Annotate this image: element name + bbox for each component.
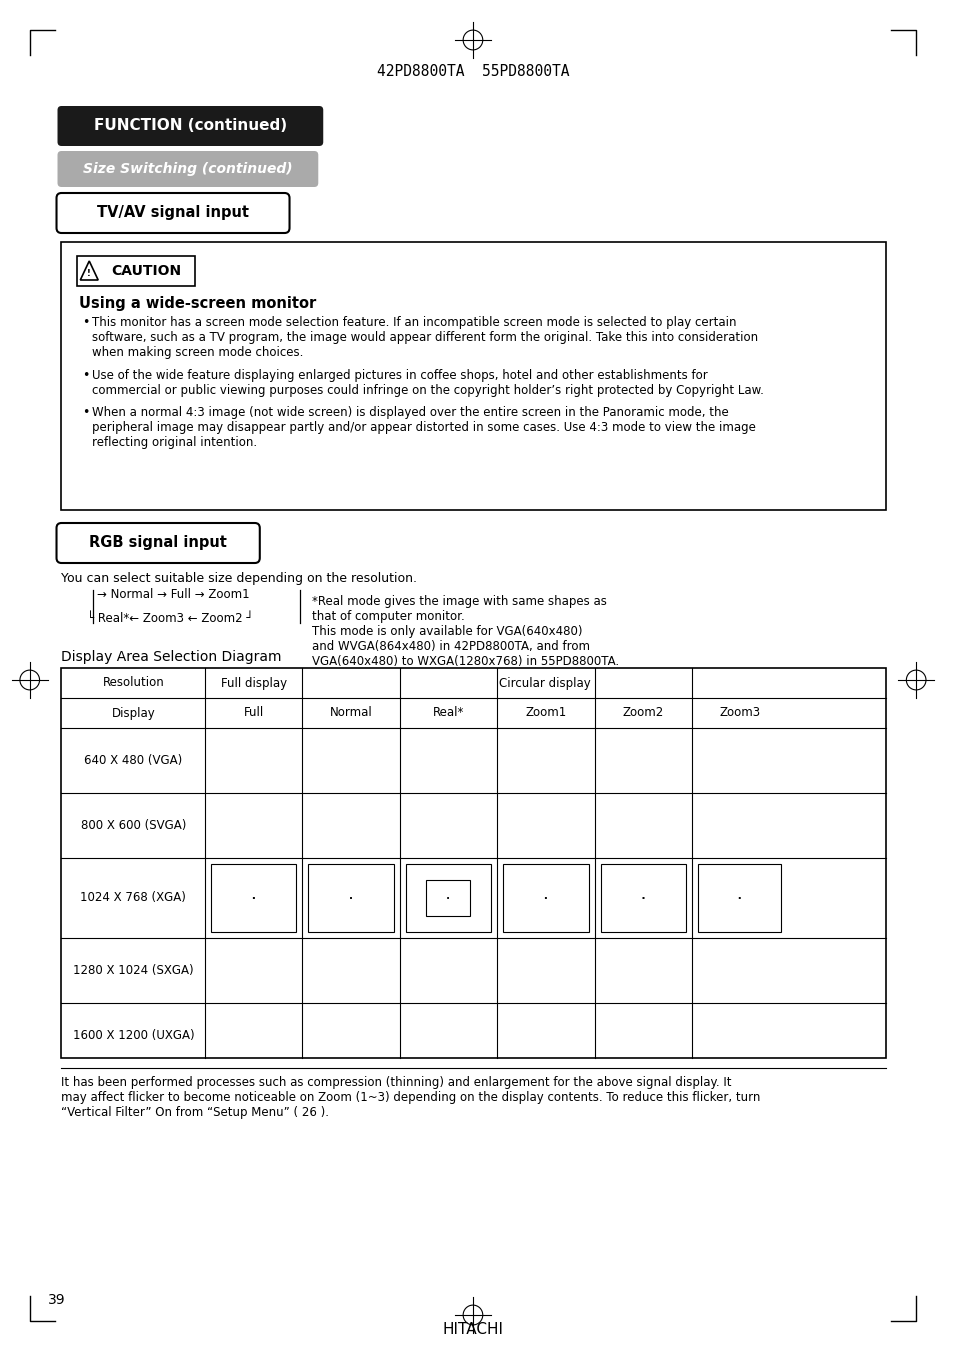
- Text: HITACHI: HITACHI: [442, 1323, 503, 1337]
- Text: Zoom3: Zoom3: [719, 707, 760, 720]
- FancyBboxPatch shape: [57, 151, 318, 186]
- Text: Display Area Selection Diagram: Display Area Selection Diagram: [61, 650, 282, 663]
- Text: 1600 X 1200 (UXGA): 1600 X 1200 (UXGA): [72, 1029, 194, 1042]
- Text: Use of the wide feature displaying enlarged pictures in coffee shops, hotel and : Use of the wide feature displaying enlar…: [92, 369, 763, 397]
- Bar: [600, 865, 685, 932]
- Text: 42PD8800TA  55PD8800TA: 42PD8800TA 55PD8800TA: [376, 65, 569, 80]
- Text: 640 X 480 (VGA): 640 X 480 (VGA): [84, 754, 182, 767]
- Text: Display: Display: [112, 707, 155, 720]
- Text: Size Switching (continued): Size Switching (continued): [83, 162, 293, 176]
- FancyBboxPatch shape: [56, 193, 289, 232]
- Bar: [61, 667, 885, 1058]
- Text: Full display: Full display: [220, 677, 287, 689]
- FancyBboxPatch shape: [56, 523, 259, 563]
- Text: 800 X 600 (SVGA): 800 X 600 (SVGA): [81, 819, 186, 832]
- Text: Full: Full: [243, 707, 264, 720]
- Text: •: •: [82, 369, 90, 382]
- Text: This monitor has a screen mode selection feature. If an incompatible screen mode: This monitor has a screen mode selection…: [92, 316, 758, 359]
- Text: Zoom2: Zoom2: [622, 707, 663, 720]
- Text: •: •: [82, 316, 90, 330]
- FancyBboxPatch shape: [77, 255, 195, 286]
- Text: FUNCTION (continued): FUNCTION (continued): [93, 119, 287, 134]
- FancyBboxPatch shape: [57, 105, 323, 146]
- Text: !: !: [88, 269, 91, 278]
- Text: •: •: [82, 407, 90, 419]
- Text: Using a wide-screen monitor: Using a wide-screen monitor: [79, 296, 316, 311]
- Text: → Normal → Full → Zoom1: → Normal → Full → Zoom1: [97, 589, 250, 601]
- Text: 1024 X 768 (XGA): 1024 X 768 (XGA): [80, 892, 186, 905]
- Text: It has been performed processes such as compression (thinning) and enlargement f: It has been performed processes such as …: [61, 1075, 760, 1119]
- Text: Resolution: Resolution: [102, 677, 164, 689]
- Bar: [211, 865, 296, 932]
- Text: You can select suitable size depending on the resolution.: You can select suitable size depending o…: [61, 571, 417, 585]
- Text: └ Real*← Zoom3 ← Zoom2 ┘: └ Real*← Zoom3 ← Zoom2 ┘: [87, 612, 253, 624]
- Text: 39: 39: [48, 1293, 65, 1306]
- Text: Zoom1: Zoom1: [525, 707, 566, 720]
- Text: When a normal 4:3 image (not wide screen) is displayed over the entire screen in: When a normal 4:3 image (not wide screen…: [92, 407, 756, 449]
- Text: Normal: Normal: [330, 707, 372, 720]
- Text: *Real mode gives the image with same shapes as
that of computer monitor.
This mo: *Real mode gives the image with same sha…: [312, 594, 618, 667]
- Bar: [61, 242, 885, 509]
- Text: TV/AV signal input: TV/AV signal input: [97, 205, 249, 220]
- Text: Circular display: Circular display: [498, 677, 590, 689]
- Bar: [426, 880, 470, 916]
- Text: 1280 X 1024 (SXGA): 1280 X 1024 (SXGA): [73, 965, 193, 977]
- Text: Real*: Real*: [432, 707, 463, 720]
- Bar: [308, 865, 394, 932]
- Text: RGB signal input: RGB signal input: [90, 535, 227, 550]
- Bar: [405, 865, 490, 932]
- Text: CAUTION: CAUTION: [111, 263, 181, 278]
- Bar: [502, 865, 588, 932]
- Bar: [698, 865, 781, 932]
